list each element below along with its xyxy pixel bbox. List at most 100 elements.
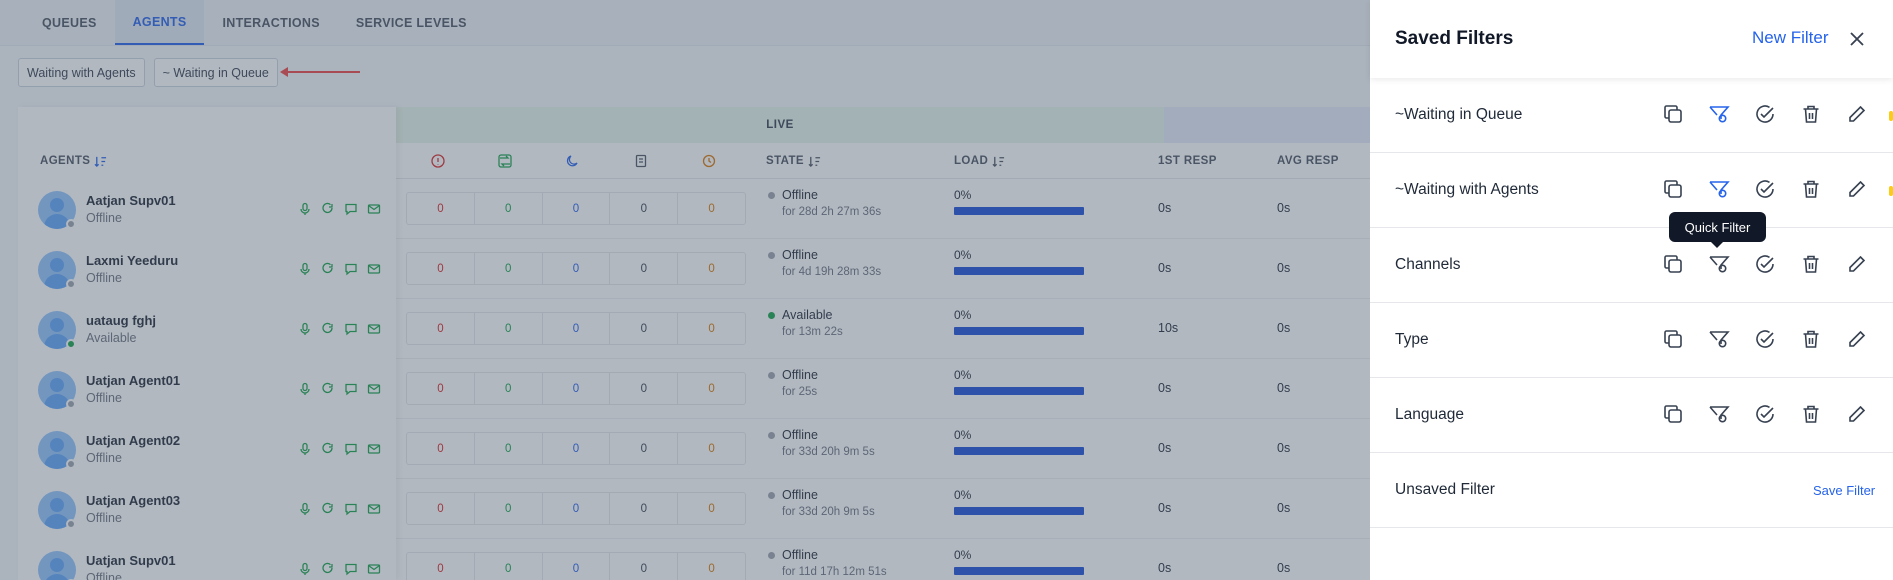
- close-icon[interactable]: [1848, 30, 1866, 48]
- callback-icon[interactable]: [321, 502, 335, 516]
- count-cell[interactable]: 0: [475, 373, 543, 404]
- quick-filter-icon[interactable]: [1708, 103, 1730, 125]
- edit-pencil-icon[interactable]: [1846, 403, 1868, 425]
- count-cell[interactable]: 0: [543, 493, 611, 524]
- header-state[interactable]: STATE: [766, 143, 821, 179]
- apply-check-icon[interactable]: [1754, 403, 1776, 425]
- microphone-icon[interactable]: [298, 562, 312, 576]
- chat-icon[interactable]: [344, 442, 358, 456]
- callback-icon[interactable]: [321, 202, 335, 216]
- tab-agents[interactable]: AGENTS: [114, 0, 205, 45]
- count-cell[interactable]: 0: [475, 493, 543, 524]
- count-cell[interactable]: 0: [543, 193, 611, 224]
- saved-filter-row[interactable]: Language: [1370, 378, 1893, 453]
- microphone-icon[interactable]: [298, 262, 312, 276]
- email-icon[interactable]: [367, 382, 381, 396]
- email-icon[interactable]: [367, 262, 381, 276]
- email-icon[interactable]: [367, 442, 381, 456]
- microphone-icon[interactable]: [298, 322, 312, 336]
- agent-name[interactable]: Uatjan Agent02: [86, 433, 181, 448]
- saved-filter-name[interactable]: Type: [1395, 331, 1429, 348]
- count-cell[interactable]: 0: [610, 253, 679, 284]
- duplicate-icon[interactable]: [1662, 178, 1684, 200]
- count-cell[interactable]: 0: [543, 253, 611, 284]
- saved-filter-name[interactable]: ~Waiting in Queue: [1395, 106, 1523, 123]
- edit-pencil-icon[interactable]: [1846, 178, 1868, 200]
- callback-icon[interactable]: [321, 382, 335, 396]
- quick-filter-icon[interactable]: [1708, 253, 1730, 275]
- count-cell[interactable]: 0: [708, 562, 715, 575]
- count-cell[interactable]: 0: [475, 433, 543, 464]
- edit-pencil-icon[interactable]: [1846, 328, 1868, 350]
- duplicate-icon[interactable]: [1662, 253, 1684, 275]
- table-row[interactable]: Uatjan Agent02 Offline 0 0 0 0 0 Offline for 33d…: [18, 419, 1418, 479]
- microphone-icon[interactable]: [298, 202, 312, 216]
- agent-name[interactable]: Uatjan Supv01: [86, 553, 176, 568]
- table-row[interactable]: Uatjan Agent01 Offline 0 0 0 0 0 Offline for 25s…: [18, 359, 1418, 419]
- sort-icon[interactable]: [94, 155, 107, 168]
- count-cell[interactable]: 0: [407, 553, 475, 580]
- count-cell[interactable]: 0: [475, 313, 543, 344]
- quick-filter-icon[interactable]: [1708, 178, 1730, 200]
- quick-filter-icon[interactable]: [1708, 403, 1730, 425]
- duplicate-icon[interactable]: [1662, 403, 1684, 425]
- modal-backdrop[interactable]: [0, 0, 1370, 580]
- edit-pencil-icon[interactable]: [1846, 103, 1868, 125]
- quick-filter-icon[interactable]: [1708, 328, 1730, 350]
- header-agents[interactable]: AGENTS: [40, 143, 107, 179]
- chat-icon[interactable]: [344, 322, 358, 336]
- new-filter-button[interactable]: New Filter: [1752, 28, 1829, 47]
- callback-icon[interactable]: [321, 262, 335, 276]
- tab-queues[interactable]: QUEUES: [42, 15, 97, 30]
- agent-name[interactable]: Aatjan Supv01: [86, 193, 176, 208]
- count-cell[interactable]: 0: [610, 493, 679, 524]
- count-cell[interactable]: 0: [407, 193, 475, 224]
- count-cell[interactable]: 0: [708, 442, 715, 455]
- count-cell[interactable]: 0: [407, 253, 475, 284]
- saved-filter-row[interactable]: Type: [1370, 303, 1893, 378]
- saved-filter-row[interactable]: Channels: [1370, 228, 1893, 303]
- count-cell[interactable]: 0: [610, 373, 679, 404]
- trash-icon[interactable]: [1800, 403, 1822, 425]
- table-row[interactable]: Laxmi Yeeduru Offline 0 0 0 0 0 Offline for 4d 1…: [18, 239, 1418, 299]
- tab-service-levels[interactable]: SERVICE LEVELS: [355, 15, 467, 30]
- email-icon[interactable]: [367, 502, 381, 516]
- table-row[interactable]: Uatjan Supv01 Offline 0 0 0 0 0 Offline for 11d …: [18, 539, 1418, 580]
- callback-icon[interactable]: [321, 562, 335, 576]
- header-avg-resp[interactable]: AVG RESP: [1277, 155, 1339, 167]
- saved-filter-name[interactable]: Language: [1395, 406, 1464, 423]
- apply-check-icon[interactable]: [1754, 253, 1776, 275]
- table-row[interactable]: uataug fghj Available 0 0 0 0 0 Available for 13…: [18, 299, 1418, 359]
- saved-filter-row[interactable]: ~Waiting in Queue: [1370, 78, 1893, 153]
- trash-icon[interactable]: [1800, 328, 1822, 350]
- email-icon[interactable]: [367, 322, 381, 336]
- table-row[interactable]: Aatjan Supv01 Offline 0 0 0 0 0 Offline for 28d …: [18, 179, 1418, 239]
- sort-icon[interactable]: [992, 155, 1005, 168]
- trash-icon[interactable]: [1800, 253, 1822, 275]
- header-load[interactable]: LOAD: [954, 143, 1005, 179]
- count-cell[interactable]: 0: [708, 202, 715, 215]
- saved-filter-name[interactable]: Channels: [1395, 256, 1461, 273]
- save-filter-button[interactable]: Save Filter: [1813, 483, 1876, 498]
- agent-name[interactable]: Uatjan Agent01: [86, 373, 181, 388]
- filter-chip-waiting-with-agents[interactable]: Waiting with Agents: [18, 58, 145, 87]
- microphone-icon[interactable]: [298, 502, 312, 516]
- apply-check-icon[interactable]: [1754, 178, 1776, 200]
- callback-icon[interactable]: [321, 442, 335, 456]
- count-cell[interactable]: 0: [407, 433, 475, 464]
- saved-filter-row[interactable]: ~Waiting with Agents: [1370, 153, 1893, 228]
- chat-icon[interactable]: [344, 502, 358, 516]
- trash-icon[interactable]: [1800, 103, 1822, 125]
- count-cell[interactable]: 0: [610, 313, 679, 344]
- agent-name[interactable]: Uatjan Agent03: [86, 493, 181, 508]
- email-icon[interactable]: [367, 202, 381, 216]
- edit-pencil-icon[interactable]: [1846, 253, 1868, 275]
- count-cell[interactable]: 0: [543, 313, 611, 344]
- apply-check-icon[interactable]: [1754, 103, 1776, 125]
- duplicate-icon[interactable]: [1662, 328, 1684, 350]
- agent-name[interactable]: uataug fghj: [86, 313, 157, 328]
- count-cell[interactable]: 0: [543, 433, 611, 464]
- count-cell[interactable]: 0: [708, 262, 715, 275]
- callback-icon[interactable]: [321, 322, 335, 336]
- microphone-icon[interactable]: [298, 442, 312, 456]
